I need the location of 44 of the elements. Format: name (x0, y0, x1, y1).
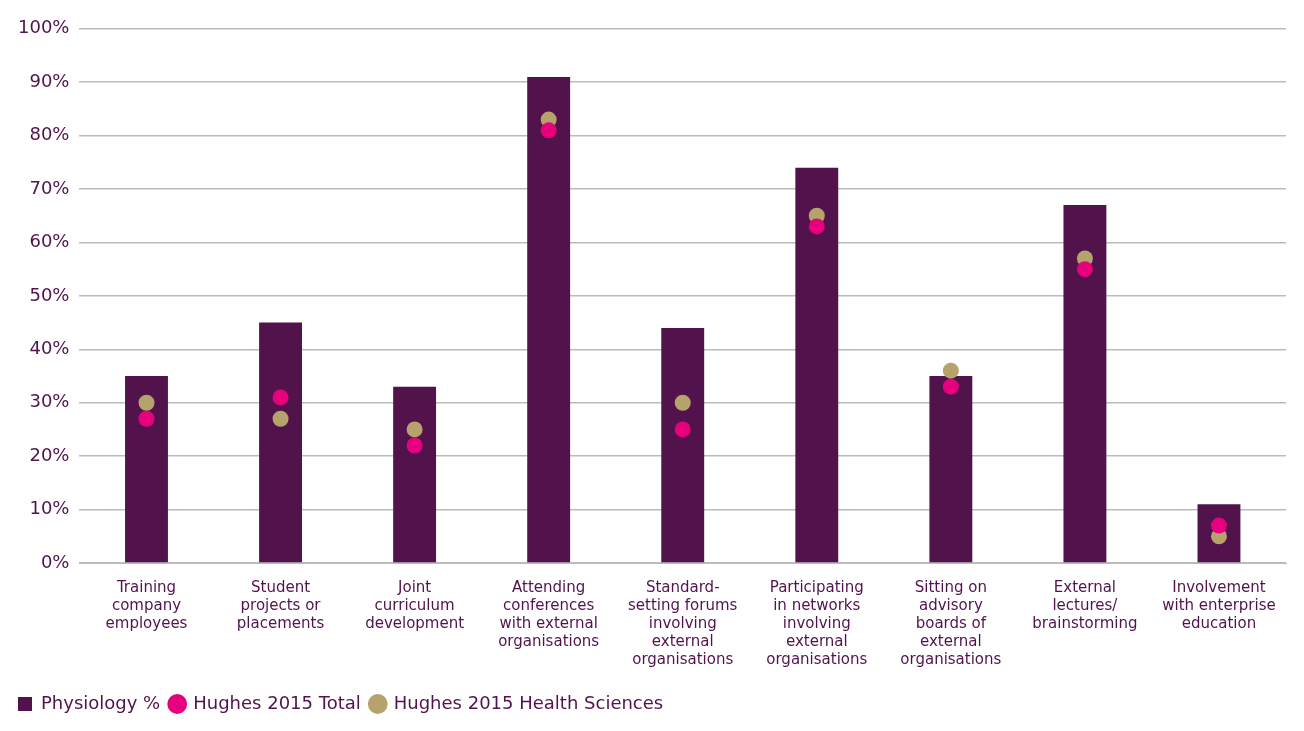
bar (661, 327, 705, 563)
point (942, 378, 959, 395)
bar (393, 386, 437, 563)
x-tick-label: Joint curriculum development (365, 577, 465, 632)
y-tick-label: 30% (29, 390, 70, 412)
y-tick-label: 60% (29, 230, 70, 252)
y-tick-label: 40% (29, 336, 70, 358)
y-tick-label: 100% (17, 16, 70, 38)
y-tick-label: 10% (29, 497, 70, 519)
x-tick-label: Training company employees (105, 577, 188, 632)
point (406, 437, 423, 454)
x-tick-label: Standard- setting forums involving external organisations (628, 577, 738, 668)
y-tick-label: 0% (40, 550, 70, 572)
y-tick-label: 90% (29, 69, 70, 91)
point (138, 394, 155, 411)
point (674, 421, 691, 438)
x-tick-label: External lectures/ brainstorming (1032, 577, 1138, 632)
legend-label: Physiology % (41, 691, 161, 713)
point (138, 410, 155, 427)
x-tick-label: Attending conferences with external organisations (498, 577, 600, 650)
y-tick-label: 70% (29, 176, 70, 198)
point (272, 389, 289, 406)
point (942, 362, 959, 379)
bar (527, 76, 571, 563)
bar (259, 322, 302, 563)
bar (125, 376, 168, 563)
y-tick-label: 80% (29, 123, 70, 145)
bar (1063, 205, 1107, 563)
point (674, 394, 691, 411)
x-tick-label: Involvement with enterprise education (1162, 577, 1276, 632)
point (1076, 261, 1093, 278)
bar (929, 376, 973, 563)
y-tick-label: 50% (29, 283, 70, 305)
x-tick-label: Student projects or placements (236, 577, 325, 632)
y-tick-label: 20% (29, 443, 70, 465)
point (808, 218, 825, 235)
x-tick-label: Sitting on advisory boards of external organisations (900, 577, 1002, 668)
bar (795, 167, 839, 563)
x-tick-label: Participating in networks involving external organisations (766, 577, 868, 668)
point (272, 410, 289, 427)
point (406, 421, 423, 438)
point (540, 122, 557, 139)
legend-label: Hughes 2015 Health Sciences (393, 691, 664, 713)
legend-label: Hughes 2015 Total (193, 691, 361, 713)
